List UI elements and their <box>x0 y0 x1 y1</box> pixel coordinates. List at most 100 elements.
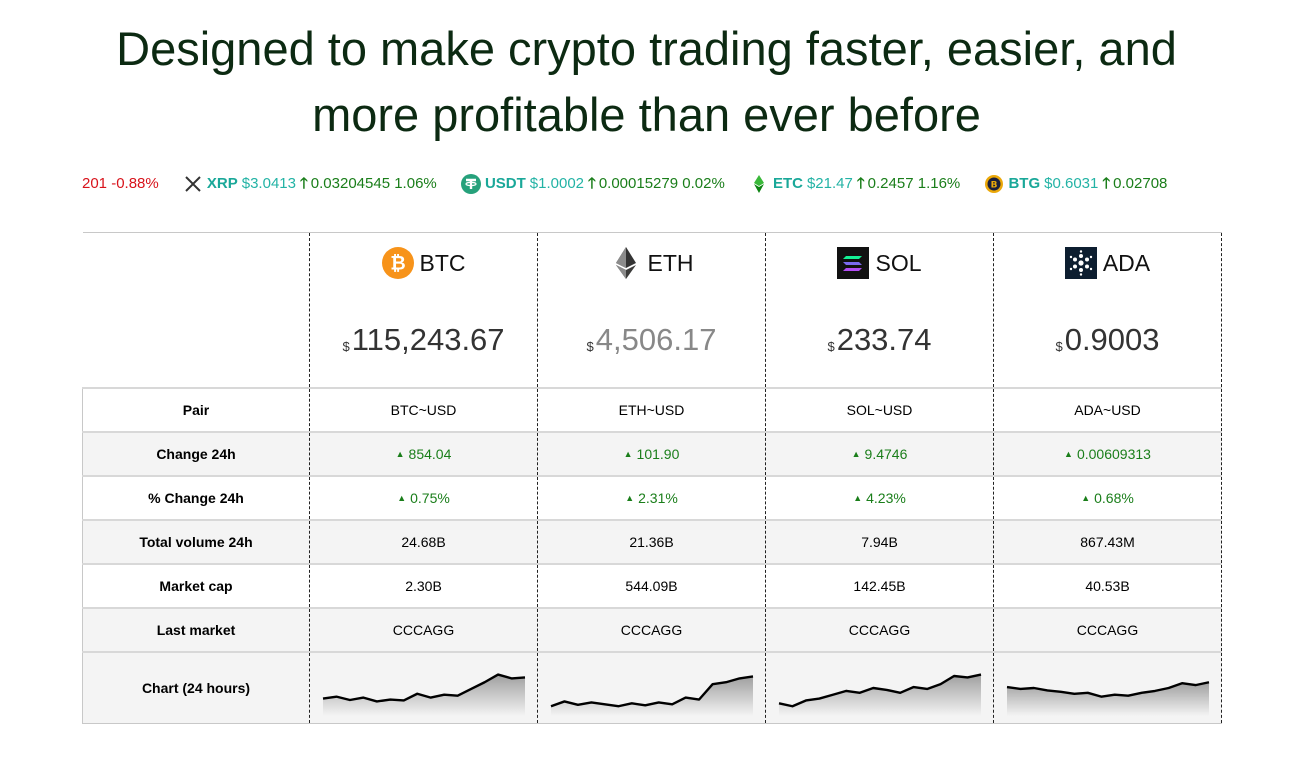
triangle-up-icon: ▲ <box>853 493 863 503</box>
price-value: 115,243.67 <box>351 322 505 357</box>
headline-line-2: more profitable than ever before <box>312 88 981 141</box>
sparkline-chart <box>550 675 753 716</box>
sparkline-area <box>778 674 981 716</box>
btg-icon: B <box>984 174 1004 194</box>
ticker-price: $21.47 <box>806 175 853 192</box>
sparkline-chart <box>322 673 525 716</box>
ticker-item-btg[interactable]: B BTG $0.6031 🡑 0.02708 <box>984 173 1167 195</box>
ticker-price: $0.6031 <box>1044 175 1099 192</box>
coin-header-sol[interactable]: SOL $233.74 <box>765 232 994 388</box>
table-row-chart: Chart (24 hours) <box>82 651 1222 724</box>
coin-price: $0.9003 <box>994 322 1221 358</box>
price-value: 4,506.17 <box>595 322 717 357</box>
arrow-up-icon: 🡑 <box>856 175 865 192</box>
ticker-item-etc[interactable]: ETC $21.47 🡑 0.2457 1.16% <box>749 173 960 195</box>
ticker-symbol: BTG <box>1008 175 1041 192</box>
row-label: Total volume 24h <box>82 519 310 564</box>
coin-symbol: ADA <box>1102 249 1151 276</box>
triangle-up-icon: ▲ <box>395 449 405 459</box>
currency-symbol: $ <box>342 339 350 354</box>
table-cell: CCCAGG <box>765 607 994 652</box>
currency-symbol: $ <box>586 339 594 354</box>
table-cell: ▲ 0.00609313 <box>993 431 1222 476</box>
triangle-up-icon: ▲ <box>1081 493 1091 503</box>
empty-header-cell <box>82 232 310 388</box>
ticker-change-pct: -0.88% <box>111 175 159 192</box>
ticker-change-pct: 1.16% <box>917 175 961 192</box>
triangle-up-icon: ▲ <box>397 493 407 503</box>
xrp-icon <box>183 174 203 194</box>
sparkline-cell-sol[interactable] <box>765 651 994 724</box>
ticker-change: 0.2457 <box>867 175 914 192</box>
coin-symbol: SOL <box>875 249 922 276</box>
table-row-total-volume: Total volume 24h 24.68B 21.36B 7.94B 867… <box>82 519 1222 564</box>
ticker-symbol: USDT <box>484 175 526 192</box>
cell-value: 0.68% <box>1094 490 1134 506</box>
table-row-market-cap: Market cap 2.30B 544.09B 142.45B 40.53B <box>82 563 1222 608</box>
table-cell: 24.68B <box>309 519 538 564</box>
table-cell: ▲ 0.68% <box>993 475 1222 520</box>
table-cell: ▲ 2.31% <box>537 475 766 520</box>
coin-price: $115,243.67 <box>310 322 537 358</box>
table-cell: ▲ 0.75% <box>309 475 538 520</box>
coin-header-ada[interactable]: ADA $0.9003 <box>993 232 1222 388</box>
arrow-up-icon: 🡑 <box>299 175 308 192</box>
headline: Designed to make crypto trading faster, … <box>0 16 1293 148</box>
table-cell: CCCAGG <box>537 607 766 652</box>
price-ticker: 201 -0.88% XRP $3.0413 🡑 0.03204545 1.06… <box>82 173 1223 195</box>
sparkline-line <box>1006 681 1209 698</box>
sparkline-cell-btc[interactable] <box>309 651 538 724</box>
triangle-up-icon: ▲ <box>1064 449 1073 459</box>
coin-header-btc[interactable]: ₿ BTC $115,243.67 <box>309 232 538 388</box>
ticker-item-xrp[interactable]: XRP $3.0413 🡑 0.03204545 1.06% <box>183 173 437 195</box>
ticker-symbol: XRP <box>206 175 238 192</box>
table-cell: 40.53B <box>993 563 1222 608</box>
table-cell: 7.94B <box>765 519 994 564</box>
ticker-price: $3.0413 <box>241 175 296 192</box>
sparkline-cell-ada[interactable] <box>993 651 1222 724</box>
sparkline-area <box>322 674 525 716</box>
sparkline-area <box>1006 682 1209 716</box>
table-cell: ETH~USD <box>537 387 766 432</box>
etc-icon <box>749 174 769 194</box>
ticker-change-pct: 1.06% <box>394 175 437 192</box>
price-value: 233.74 <box>836 322 932 357</box>
coin-comparison-table: ₿ BTC $115,243.67 ETH $4,506.17 <box>82 232 1222 724</box>
row-label: Change 24h <box>82 431 310 476</box>
ticker-change-pct: 0.02% <box>682 175 725 192</box>
ticker-item-usdt[interactable]: USDT $1.0002 🡑 0.00015279 0.02% <box>460 173 725 195</box>
table-cell: CCCAGG <box>309 607 538 652</box>
triangle-up-icon: ▲ <box>623 449 633 459</box>
cell-value: 2.31% <box>638 490 678 506</box>
ethereum-icon <box>610 247 642 279</box>
svg-text:₿: ₿ <box>390 253 405 275</box>
coin-symbol: BTC <box>419 249 466 276</box>
coin-symbol: ETH <box>647 249 694 276</box>
coin-header-row: ₿ BTC $115,243.67 ETH $4,506.17 <box>82 232 1222 388</box>
table-row-change-24h: Change 24h ▲ 854.04 ▲ 101.90 ▲ 9.4746 ▲ 0.00… <box>82 431 1222 476</box>
row-label: Chart (24 hours) <box>82 651 310 724</box>
ticker-change: 0.03204545 <box>310 175 391 192</box>
cell-value: 4.23% <box>866 490 906 506</box>
sparkline-line <box>778 673 981 708</box>
table-cell: CCCAGG <box>993 607 1222 652</box>
table-cell: ▲ 101.90 <box>537 431 766 476</box>
coin-price: $233.74 <box>766 322 993 358</box>
cell-value: 9.4746 <box>864 446 908 462</box>
table-row-pct-change-24h: % Change 24h ▲ 0.75% ▲ 2.31% ▲ 4.23% ▲ 0.68% <box>82 475 1222 520</box>
cardano-icon <box>1064 247 1097 279</box>
solana-icon <box>837 247 870 279</box>
table-cell: SOL~USD <box>765 387 994 432</box>
sparkline-cell-eth[interactable] <box>537 651 766 724</box>
row-label: Pair <box>82 387 310 432</box>
sparkline-area <box>550 676 753 716</box>
table-cell: 867.43M <box>993 519 1222 564</box>
coin-header-eth[interactable]: ETH $4,506.17 <box>537 232 766 388</box>
ticker-item-partial[interactable]: 201 -0.88% <box>82 173 159 195</box>
table-row-pair: Pair BTC~USD ETH~USD SOL~USD ADA~USD <box>82 387 1222 432</box>
row-label: Last market <box>82 607 310 652</box>
table-cell: ▲ 4.23% <box>765 475 994 520</box>
ticker-price: $1.0002 <box>529 175 585 192</box>
table-row-last-market: Last market CCCAGG CCCAGG CCCAGG CCCAGG <box>82 607 1222 652</box>
currency-symbol: $ <box>827 339 835 354</box>
